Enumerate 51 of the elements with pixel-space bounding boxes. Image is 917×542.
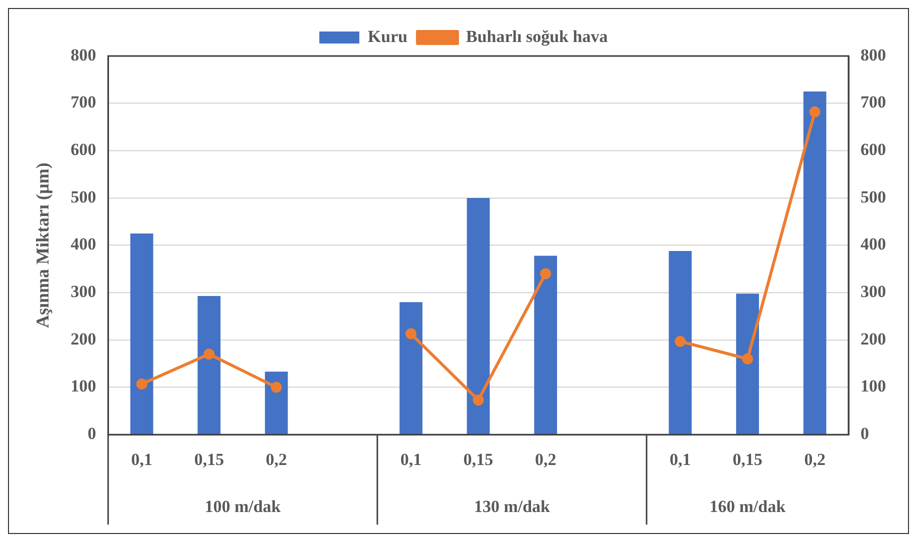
y-tick-label: 700 [70, 92, 96, 112]
y2-tick-label: 600 [860, 140, 886, 160]
x-tick-label: 0,15 [732, 450, 762, 470]
bar [736, 294, 759, 434]
bar [668, 250, 692, 434]
bar [803, 91, 826, 434]
y-tick-label: 400 [70, 234, 96, 254]
text: 160 m/dak [710, 496, 786, 516]
y2-tick-label: 100 [860, 376, 886, 396]
y2-tick-label: 800 [860, 45, 886, 64]
point [270, 382, 282, 393]
bar [130, 233, 154, 434]
bar [198, 296, 221, 434]
text: 130 m/dak [474, 496, 551, 516]
x-tick-label: 0,1 [131, 450, 152, 470]
legend-label: Kuru [368, 26, 408, 46]
point [136, 378, 148, 390]
y2-tick-label: 0 [860, 424, 869, 443]
y-tick-label: 800 [70, 45, 96, 64]
y-tick-label: 600 [70, 140, 96, 160]
bar [264, 372, 288, 434]
text: 100 m/dak [204, 496, 282, 516]
y-tick-label: 200 [70, 329, 96, 348]
y-tick-label: 0 [88, 424, 96, 443]
y-tick-label: 100 [70, 376, 96, 396]
point [674, 336, 686, 347]
y-axis-title: Aşınma Miktarı (µm) [32, 162, 52, 328]
x-tick-label: 0,15 [463, 450, 494, 470]
point [204, 348, 215, 360]
point [405, 328, 416, 340]
y2-tick-label: 500 [860, 187, 886, 206]
x-tick-label: 0,15 [194, 450, 224, 470]
point [472, 394, 484, 406]
bar [466, 198, 490, 434]
y2-tick-label: 700 [860, 92, 886, 112]
bar [534, 256, 558, 434]
x-tick-label: 0,1 [670, 450, 691, 470]
y2-tick-label: 200 [860, 329, 886, 348]
x-tick-label: 0,1 [400, 450, 422, 470]
point [809, 106, 820, 118]
legend-label: Buharlı soğuk hava [466, 26, 608, 46]
point [742, 353, 754, 364]
bar [400, 302, 422, 434]
x-tick-label: 0,2 [534, 450, 556, 470]
point [540, 268, 552, 280]
y-tick-label: 300 [70, 282, 96, 302]
x-tick-label: 0,2 [804, 450, 826, 470]
y-tick-label: 500 [70, 187, 96, 206]
y2-tick-label: 400 [860, 234, 886, 254]
x-tick-label: 0,2 [266, 450, 287, 470]
y2-tick-label: 300 [860, 282, 886, 302]
